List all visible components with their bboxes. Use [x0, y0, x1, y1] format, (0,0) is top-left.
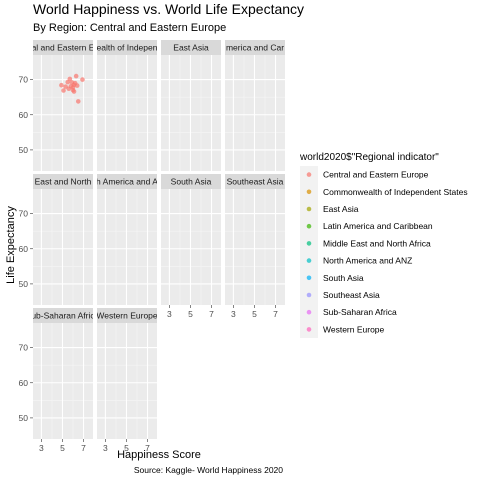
facet-panel: ealth of Indepen — [97, 40, 158, 171]
facet-panels: al and Eastern E 50 60 70 ealth of Indepen Ea… — [19, 40, 285, 453]
facet-strip-label: h America and A — [96, 177, 158, 187]
facet-panel: al and Eastern E 50 60 70 — [19, 40, 95, 171]
legend-key-background — [300, 166, 318, 338]
x-tick-label: 7 — [209, 309, 214, 319]
facet-strip — [97, 308, 157, 323]
facet-strip-label: al and Eastern E — [32, 43, 95, 53]
facet-panel: South Asia 3 5 7 — [161, 174, 221, 319]
x-tick-label: 3 — [39, 443, 44, 453]
facet-panel: Southeast Asia 3 5 7 — [225, 174, 285, 319]
scatter-point — [73, 73, 79, 79]
x-tick-label: 5 — [252, 309, 257, 319]
legend-entry: Western Europe — [323, 324, 385, 334]
legend-entry: Sub-Saharan Africa — [323, 307, 397, 317]
x-tick-label: 3 — [167, 309, 172, 319]
x-tick-label: 7 — [81, 443, 86, 453]
legend-key — [306, 275, 312, 281]
facet-strip — [33, 40, 93, 55]
facet-panel: merica and Car — [225, 40, 285, 171]
facet-strip-label: ealth of Indepen — [97, 43, 158, 53]
x-tick-label: 5 — [60, 443, 65, 453]
facet-strip — [97, 40, 157, 55]
facet-panel: Western Europe 3 5 7 — [96, 308, 158, 453]
facet-strip-label: South Asia — [171, 177, 212, 187]
facet-strip — [33, 308, 93, 323]
facet-panel: ub-Saharan Afric 50 60 70 3 5 7 — [19, 308, 95, 453]
legend-entry: Central and Eastern Europe — [323, 170, 429, 180]
scatter-point — [67, 76, 73, 82]
legend-entry: South Asia — [323, 273, 364, 283]
y-tick-label: 70 — [19, 75, 29, 85]
legend-key — [306, 189, 312, 195]
legend-key — [306, 241, 312, 246]
legend-entry: East Asia — [323, 204, 359, 214]
chart-caption: Source: Kaggle- World Happiness 2020 — [134, 465, 283, 475]
y-tick-label: 60 — [19, 244, 29, 254]
facet-strip — [161, 174, 221, 189]
facet-strip — [225, 174, 285, 189]
x-axis-title: Happiness Score — [117, 449, 201, 461]
legend-title: world2020$"Regional indicator" — [299, 152, 439, 163]
facet-panel: East and North 50 60 70 — [19, 174, 93, 305]
x-tick-label: 5 — [188, 309, 193, 319]
y-tick-label: 50 — [19, 279, 29, 289]
scatter-point — [70, 85, 76, 90]
chart-title: World Happiness vs. World Life Expectanc… — [33, 1, 304, 17]
x-tick-label: 5 — [124, 443, 129, 453]
facet-panel: h America and A — [96, 174, 158, 305]
y-tick-label: 50 — [19, 145, 29, 155]
y-tick-label: 60 — [19, 378, 29, 388]
legend-key — [306, 223, 312, 229]
legend-key — [306, 292, 312, 298]
scatter-point — [74, 83, 80, 88]
facet-strip-label: merica and Car — [226, 43, 284, 53]
y-tick-label: 50 — [19, 413, 29, 423]
legend-key — [306, 258, 312, 263]
y-tick-label: 70 — [19, 343, 29, 353]
facet-strip-label: ub-Saharan Afric — [31, 311, 95, 321]
legend-key — [306, 309, 312, 315]
facet-strip — [225, 40, 285, 55]
x-tick-label: 7 — [273, 309, 278, 319]
legend-entry: Latin America and Caribbean — [323, 221, 433, 231]
facet-strip-label: East Asia — [173, 43, 209, 53]
legend-key — [306, 327, 312, 332]
legend-key — [306, 206, 312, 212]
scatter-point — [71, 89, 77, 94]
y-tick-label: 60 — [19, 110, 29, 120]
facet-strip-label: Western Europe — [96, 311, 158, 321]
legend-entry: North America and ANZ — [323, 256, 412, 266]
facet-strip — [33, 174, 93, 189]
x-tick-label: 3 — [231, 309, 236, 319]
legend-entry: Commonwealth of Independent States — [323, 187, 468, 197]
y-axis-title: Life Expectancy — [5, 206, 17, 284]
facet-strip-label: Southeast Asia — [227, 177, 284, 187]
scatter-point — [80, 77, 85, 82]
facet-strip-label: East and North — [35, 177, 92, 187]
chart-subtitle: By Region: Central and Eastern Europe — [33, 22, 226, 34]
y-tick-label: 70 — [19, 209, 29, 219]
facet-panel: East Asia — [161, 40, 221, 171]
scatter-point — [61, 88, 66, 93]
x-tick-label: 7 — [145, 443, 150, 453]
legend-entry: Middle East and North Africa — [323, 238, 431, 248]
x-tick-label: 3 — [103, 443, 108, 453]
legend-entry: Southeast Asia — [323, 290, 380, 300]
facet-strip — [161, 40, 221, 55]
facet-strip — [97, 174, 157, 189]
legend: world2020$"Regional indicator" Central a… — [299, 152, 468, 338]
scatter-point — [59, 82, 64, 88]
legend-key — [306, 172, 312, 177]
scatter-point — [75, 99, 81, 104]
